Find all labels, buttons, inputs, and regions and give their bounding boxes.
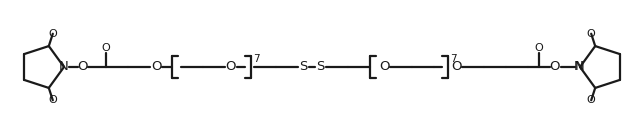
Text: O: O [226, 60, 236, 74]
Text: O: O [534, 43, 543, 53]
Text: 7: 7 [253, 54, 259, 64]
Text: O: O [49, 95, 57, 105]
Text: O: O [379, 60, 389, 74]
Text: O: O [49, 29, 57, 39]
Text: O: O [102, 43, 110, 53]
Text: N: N [59, 60, 69, 74]
Text: S: S [299, 60, 307, 74]
Text: N: N [575, 60, 585, 74]
Text: O: O [451, 60, 461, 74]
Text: 7: 7 [450, 54, 456, 64]
Text: O: O [587, 29, 596, 39]
Text: O: O [550, 60, 560, 74]
Text: O: O [151, 60, 161, 74]
Text: N: N [574, 60, 584, 74]
Text: O: O [587, 95, 596, 105]
Text: S: S [316, 60, 324, 74]
Text: O: O [77, 60, 88, 74]
